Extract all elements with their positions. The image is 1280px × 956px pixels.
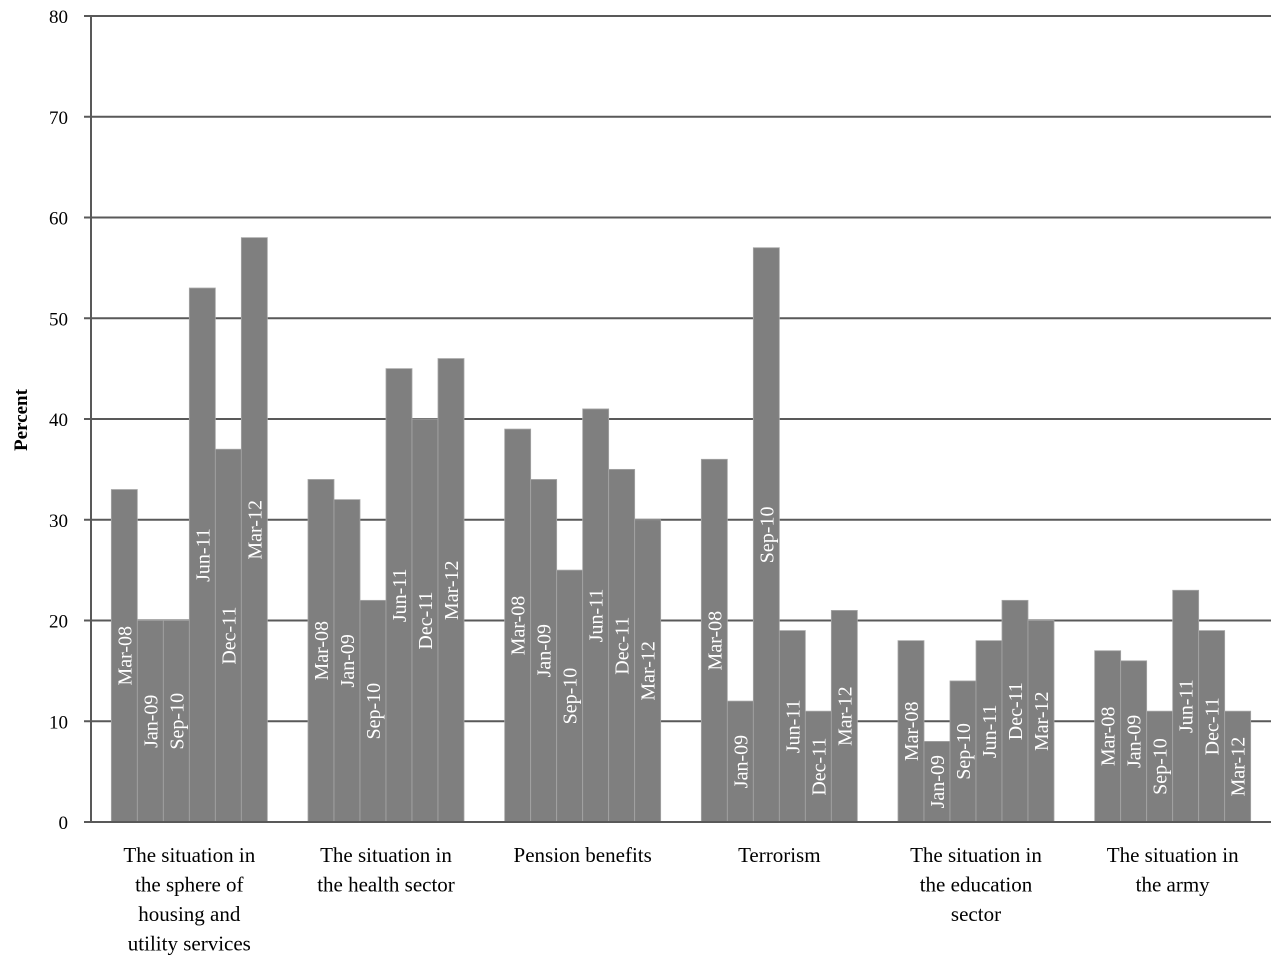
- category-label: sector: [951, 902, 1001, 926]
- y-tick-label: 80: [49, 7, 68, 28]
- bar-label: Jun-11: [1176, 679, 1198, 733]
- y-tick-label: 20: [49, 612, 68, 633]
- bar-label: Jun-11: [979, 704, 1001, 758]
- bar-label: Mar-12: [441, 560, 463, 620]
- bar-label: Mar-12: [638, 641, 660, 701]
- category-label: utility services: [128, 932, 251, 956]
- category-label: The situation in: [320, 843, 452, 867]
- bar-label: Sep-10: [560, 668, 582, 725]
- bar-label: Jun-11: [192, 528, 214, 582]
- y-axis-ticks: 0 10 20 30 40 50 60 70 80: [49, 7, 91, 834]
- bar-label: Dec-11: [1005, 682, 1027, 740]
- bar-label: Jan-09: [1124, 715, 1146, 768]
- category-label: The situation in: [910, 843, 1042, 867]
- category-label: Pension benefits: [514, 843, 652, 867]
- bar-label: Jan-09: [337, 634, 359, 687]
- y-tick-label: 40: [49, 410, 68, 431]
- bar-label: Sep-10: [953, 723, 975, 780]
- bar-label: Mar-08: [311, 621, 333, 681]
- bar-label: Jan-09: [140, 695, 162, 748]
- bar-label: Jan-09: [730, 735, 752, 788]
- category-label: the sphere of: [135, 873, 243, 897]
- bar-label: Jan-09: [534, 624, 556, 677]
- bar-label: Sep-10: [363, 683, 385, 740]
- bar-label: Sep-10: [166, 693, 188, 750]
- bar-label: Mar-08: [114, 626, 136, 686]
- category-label: the health sector: [317, 873, 455, 897]
- bar-label: Dec-11: [218, 607, 240, 665]
- bar-label: Sep-10: [1150, 738, 1172, 795]
- bar-label: Mar-08: [901, 702, 923, 762]
- bar-label: Mar-12: [834, 686, 856, 746]
- bar-label: Mar-12: [244, 500, 266, 560]
- category-label: the education: [920, 873, 1033, 897]
- bars: [111, 238, 1250, 822]
- bar-label: Sep-10: [756, 507, 778, 564]
- category-label: The situation in: [123, 843, 255, 867]
- bar-label: Jun-11: [389, 568, 411, 622]
- y-tick-label: 50: [49, 309, 68, 330]
- bar-label: Dec-11: [808, 738, 830, 796]
- category-label: housing and: [138, 902, 241, 926]
- category-labels: The situation in the sphere of housing and…: [123, 843, 1239, 956]
- y-tick-label: 70: [49, 108, 68, 129]
- y-tick-label: 60: [49, 209, 68, 230]
- y-tick-label: 10: [49, 712, 68, 733]
- gridlines: [91, 16, 1271, 721]
- bar-label: Mar-08: [704, 611, 726, 671]
- category-label: the army: [1136, 873, 1211, 897]
- bar-label: Mar-12: [1228, 737, 1250, 797]
- bar-label: Dec-11: [1202, 697, 1224, 755]
- bar-label: Jun-11: [782, 699, 804, 753]
- bar-label: Mar-12: [1031, 691, 1053, 751]
- bar-label: Jun-11: [586, 589, 608, 643]
- y-tick-label: 30: [49, 511, 68, 532]
- y-tick-label: 0: [59, 813, 69, 834]
- bar-label: Mar-08: [508, 596, 530, 656]
- bar-label: Mar-08: [1098, 707, 1120, 767]
- bar-label: Jan-09: [927, 755, 949, 808]
- bar-label: Dec-11: [612, 617, 634, 675]
- category-label: Terrorism: [738, 843, 821, 867]
- bar-label: Dec-11: [415, 591, 437, 649]
- y-axis-title: Percent: [11, 388, 32, 451]
- category-label: The situation in: [1107, 843, 1239, 867]
